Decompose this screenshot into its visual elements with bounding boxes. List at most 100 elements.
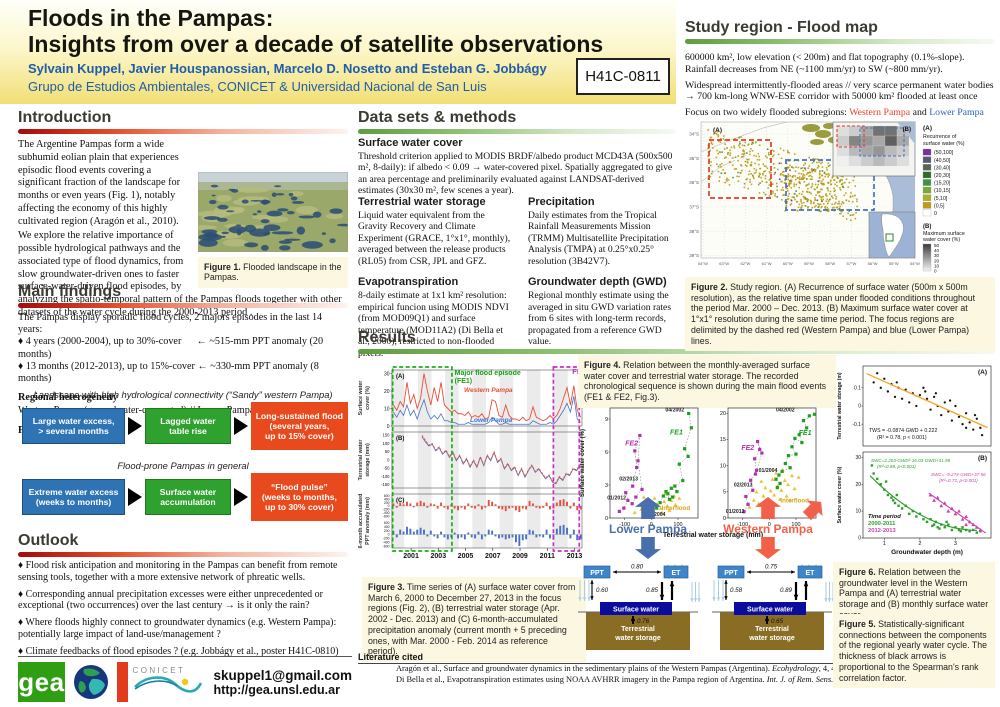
- poster-title: Floods in the Pampas: Insights from over…: [28, 5, 603, 57]
- svg-text:9: 9: [605, 417, 608, 423]
- section-results-heading: Results: [358, 330, 995, 354]
- svg-text:0: 0: [934, 269, 937, 274]
- svg-text:02/2013: 02/2013: [734, 483, 753, 489]
- outlook-bullet-2: ♦ Corresponding annual precipitation exc…: [18, 588, 323, 612]
- svg-text:TWS = -0.0874·GWD + 0.222: TWS = -0.0874·GWD + 0.222: [869, 428, 937, 434]
- svg-text:0.75: 0.75: [765, 564, 778, 571]
- svg-text:Western Pampa: Western Pampa: [464, 387, 513, 394]
- svg-text:surface water (%): surface water (%): [923, 141, 965, 147]
- svg-text:Recurrence of: Recurrence of: [923, 134, 957, 140]
- svg-text:storage (mm): storage (mm): [365, 443, 371, 477]
- svg-text:-400: -400: [383, 540, 390, 544]
- svg-text:600: 600: [384, 521, 390, 525]
- svg-text:FE2: FE2: [625, 440, 638, 447]
- svg-text:02/2013: 02/2013: [619, 477, 638, 483]
- region-arrows: [576, 497, 836, 564]
- header-banner: Floods in the Pampas: Insights from over…: [0, 0, 676, 104]
- arrow-right-icon: [128, 417, 143, 435]
- svg-text:Terrestrial water storage (mm): Terrestrial water storage (mm): [663, 532, 763, 539]
- svg-text:0.58: 0.58: [730, 587, 743, 594]
- findings-bullet-2: ♦ 13 months (2012-2013), up to 15%-cover…: [18, 360, 322, 385]
- green-divider: [358, 349, 995, 354]
- section-findings-heading: Main findings: [18, 284, 348, 308]
- gwd-text: Regional monthly estimate using the aver…: [528, 290, 672, 347]
- svg-text:cover (%): cover (%): [365, 386, 371, 410]
- svg-text:100: 100: [673, 522, 682, 528]
- svg-text:(FE1): (FE1): [455, 378, 473, 385]
- svg-text:400: 400: [384, 497, 390, 501]
- conicet-text: CONICET: [132, 666, 186, 675]
- svg-text:Terrestrial water storage (m): Terrestrial water storage (m): [837, 372, 843, 439]
- svg-text:Terrestrial water: Terrestrial water: [358, 440, 364, 481]
- svg-text:-600: -600: [383, 514, 390, 518]
- lower-pampa-mention: Lower Pampa: [929, 107, 984, 118]
- svg-text:(A): (A): [978, 369, 987, 376]
- svg-text:2005: 2005: [458, 553, 474, 560]
- svg-text:01/2012: 01/2012: [607, 495, 626, 501]
- study-paragraph-2: Widespread intermittently-flooded areas …: [685, 79, 994, 103]
- figure5-caption: Figure 5. Statistically-significant conn…: [833, 614, 995, 689]
- svg-text:(R²=0.88, p<0.001): (R²=0.88, p<0.001): [877, 464, 916, 469]
- svg-text:Surface water cover (%): Surface water cover (%): [580, 429, 586, 497]
- title-line-2: Insights from over a decade of satellite…: [28, 30, 604, 57]
- svg-text:2: 2: [918, 541, 921, 547]
- svg-text:15: 15: [720, 437, 726, 443]
- lower-pampa-label: Lower Pampa: [608, 522, 688, 536]
- svg-text:(10,15]: (10,15]: [934, 188, 951, 194]
- ppt-text: Daily estimates from the Tropical Rainfa…: [528, 209, 669, 267]
- findings-intro: The Pampas display sporadic flood cycles…: [18, 312, 323, 336]
- conicet-swoosh-icon: [133, 676, 202, 693]
- figure6-scatterplots: 0.1 0 -0.1 TWS = -0.0874·GWD + 0.222(R² = 0…: [837, 365, 992, 556]
- svg-text:30: 30: [855, 455, 861, 461]
- svg-text:36°S: 36°S: [689, 180, 699, 185]
- intro-paragraph-2: We explore the relative importance of po…: [18, 230, 342, 318]
- svg-text:Terrestrial: Terrestrial: [755, 626, 789, 633]
- figure2-map: 64°W 63°W 62°W 61°W 60°W 59°W 58°W 57°W 56°W 55°W…: [683, 118, 995, 279]
- svg-text:58°W: 58°W: [825, 261, 835, 266]
- svg-text:(15,20]: (15,20]: [934, 181, 951, 187]
- results-title: Results: [358, 329, 416, 346]
- svg-text:(A): (A): [923, 125, 932, 132]
- svg-text:0: 0: [768, 522, 771, 528]
- svg-text:SWC= -9.274·GWD+37.56: SWC= -9.274·GWD+37.56: [931, 472, 986, 477]
- svg-text:Surface water: Surface water: [613, 607, 659, 614]
- svg-text:50: 50: [934, 243, 940, 248]
- svg-text:400: 400: [384, 525, 390, 529]
- svg-text:(20,30]: (20,30]: [934, 173, 951, 179]
- svg-text:-100: -100: [381, 474, 390, 479]
- arrow-right-icon: [233, 488, 248, 506]
- globe-logo: [69, 662, 112, 702]
- svg-text:-0.1: -0.1: [852, 422, 861, 428]
- tws-title: Terrestrial water storage: [358, 196, 486, 208]
- contact-website: http://gea.unsl.edu.ar: [213, 682, 340, 697]
- svg-text:63°W: 63°W: [719, 261, 729, 266]
- section-introduction-heading: Introduction: [18, 110, 348, 134]
- western-pampa-label: Western Pampa: [723, 522, 813, 536]
- svg-text:2011: 2011: [540, 553, 555, 560]
- swc-text: Threshold criterion applied to MODIS BRD…: [358, 150, 673, 197]
- svg-text:FE2: FE2: [741, 445, 754, 452]
- red-stripe-logo: [116, 662, 128, 702]
- figure4-caption: Figure 4. Relation between the monthly-a…: [578, 355, 836, 408]
- outlook-body: ♦ Flood risk anticipation and monitoring…: [18, 560, 348, 663]
- svg-text:(B): (B): [903, 127, 911, 133]
- svg-text:0: 0: [650, 522, 653, 528]
- section-study-heading: Study region - Flood map: [685, 20, 995, 44]
- svg-text:water storage: water storage: [614, 635, 661, 642]
- svg-text:40: 40: [934, 248, 940, 253]
- svg-text:0.80: 0.80: [631, 564, 644, 571]
- svg-text:Surface water: Surface water: [747, 607, 793, 614]
- svg-text:600: 600: [384, 494, 390, 498]
- svg-text:34°S: 34°S: [689, 132, 699, 137]
- study-body: 600000 km², low elevation (< 200m) and f…: [685, 52, 995, 119]
- svg-text:ET: ET: [672, 570, 682, 577]
- svg-text:0: 0: [858, 536, 861, 542]
- svg-text:-600: -600: [383, 544, 390, 548]
- ppt-title: Precipitation: [528, 196, 595, 208]
- svg-text:10: 10: [384, 406, 390, 412]
- svg-text:0.60: 0.60: [596, 587, 609, 594]
- svg-text:54°W: 54°W: [910, 261, 920, 266]
- svg-text:-100: -100: [737, 522, 748, 528]
- svg-text:20: 20: [934, 258, 940, 263]
- svg-text:2009: 2009: [512, 553, 528, 560]
